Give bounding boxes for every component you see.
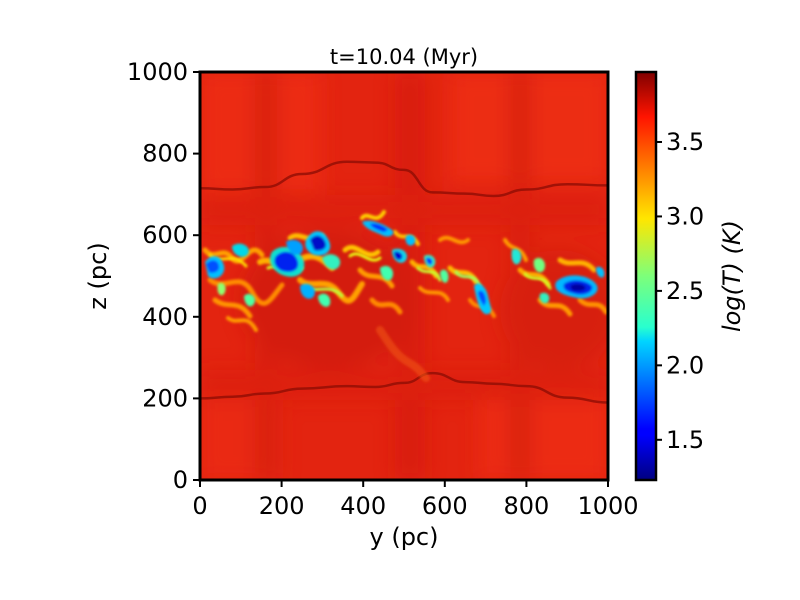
x-axis: 0 200 400 600 800 1000 <box>192 480 639 520</box>
colorbar-frame <box>634 70 658 482</box>
haze-layer <box>200 72 608 480</box>
x-tick-label: 600 <box>422 492 468 520</box>
colorbar-gradient <box>636 72 656 480</box>
y-axis-title: z (pc) <box>84 242 112 309</box>
colorbar: 1.5 2.0 2.5 3.0 3.5 log(T) (K) <box>634 70 746 482</box>
y-tick-label: 0 <box>173 466 188 494</box>
colorbar-tick-label: 1.5 <box>666 426 704 454</box>
upper-shell-boundary <box>200 160 608 198</box>
colorbar-tick-label: 3.5 <box>666 128 704 156</box>
y-tick-label: 400 <box>142 303 188 331</box>
colorbar-tick-label: 2.0 <box>666 351 704 379</box>
colorbar-label: log(T) (K) <box>718 220 746 332</box>
cold-clump-layer <box>205 220 605 315</box>
colorbar-tick-label: 2.5 <box>666 277 704 305</box>
x-tick-label: 400 <box>340 492 386 520</box>
y-tick-label: 200 <box>142 384 188 412</box>
x-axis-title: y (pc) <box>370 523 439 551</box>
x-tick-label: 0 <box>192 492 207 520</box>
colorbar-ticks: 1.5 2.0 2.5 3.0 3.5 <box>656 128 704 454</box>
y-tick-label: 800 <box>142 140 188 168</box>
y-tick-label: 1000 <box>127 58 188 86</box>
heatmap <box>200 72 608 480</box>
y-tick-label: 600 <box>142 221 188 249</box>
axes-frame <box>198 70 610 482</box>
colorbar-tick-label: 3.0 <box>666 202 704 230</box>
x-tick-label: 200 <box>259 492 305 520</box>
y-axis: 0 200 400 600 800 1000 <box>127 58 200 494</box>
x-tick-label: 800 <box>503 492 549 520</box>
chart-title: t=10.04 (Myr) <box>330 45 478 69</box>
lower-shell-boundary <box>200 371 608 404</box>
x-tick-label: 1000 <box>577 492 638 520</box>
